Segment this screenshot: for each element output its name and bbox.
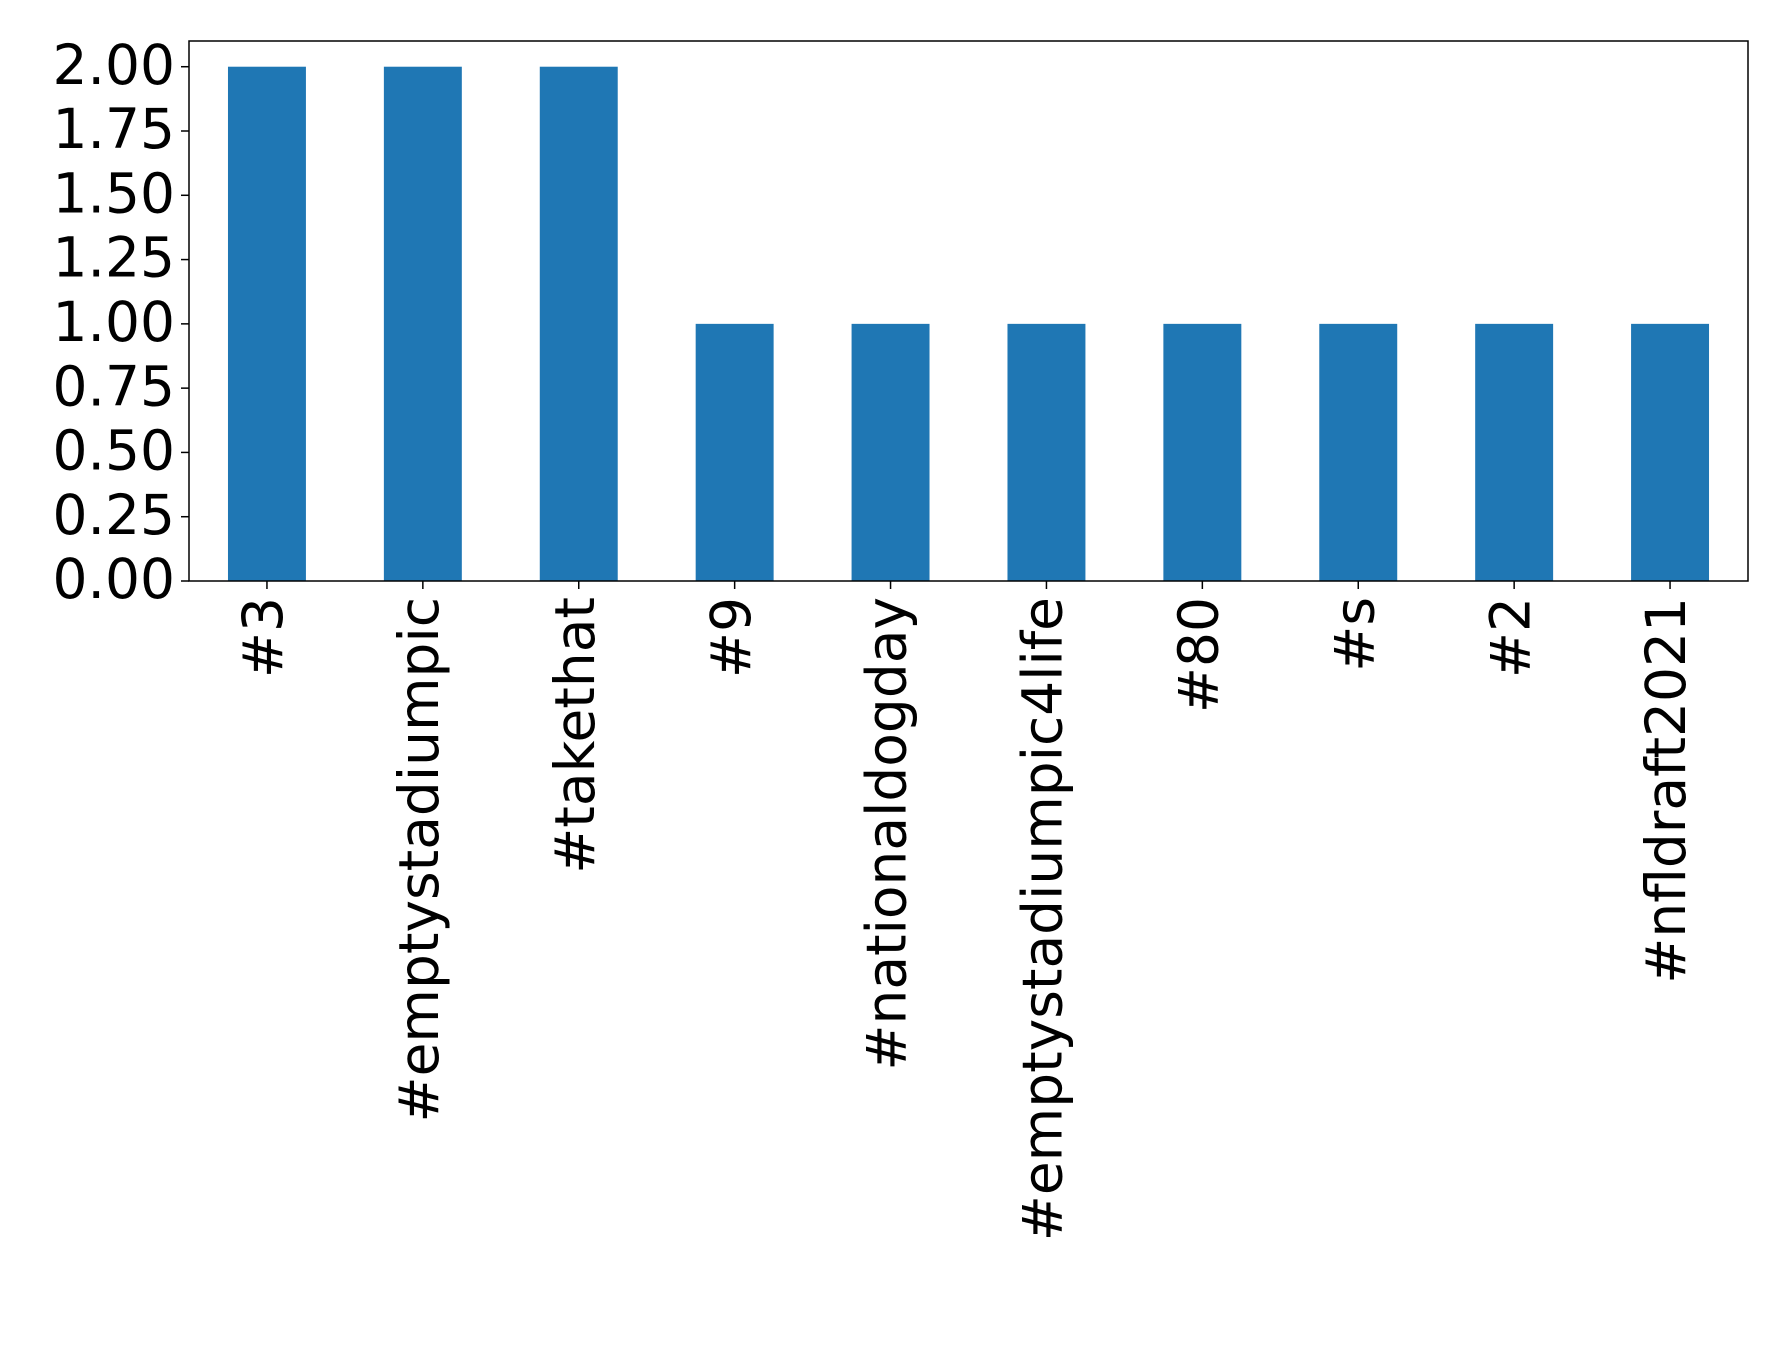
bar <box>1007 323 1086 581</box>
bar <box>695 323 774 581</box>
x-tick-label: #nfldraft2021 <box>1634 597 1698 984</box>
y-tick-label: 1.25 <box>53 226 175 290</box>
y-tick-label: 0.25 <box>53 483 175 547</box>
y-tick-label: 0.75 <box>53 354 175 418</box>
x-tick-label: #2 <box>1478 597 1542 678</box>
bar <box>1631 323 1710 581</box>
x-tick-label: #s <box>1322 597 1386 672</box>
bar <box>539 66 618 581</box>
y-tick-label: 1.50 <box>53 161 175 225</box>
y-tick-label: 2.00 <box>53 33 175 97</box>
y-tick-label: 1.00 <box>53 290 175 354</box>
x-tick-label: #emptystadiumpic4life <box>1011 597 1075 1241</box>
bar <box>227 66 306 581</box>
x-tick-label: #nationaldogday <box>855 597 919 1071</box>
bar <box>1163 323 1242 581</box>
plot-frame <box>188 40 1749 582</box>
x-tick-label: #9 <box>699 597 763 678</box>
x-tick-label: #3 <box>231 597 295 678</box>
bar <box>1319 323 1398 581</box>
bar <box>851 323 930 581</box>
bar <box>383 66 462 581</box>
y-tick-label: 1.75 <box>53 97 175 161</box>
y-tick-label: 0.00 <box>53 547 175 611</box>
bar <box>1475 323 1554 581</box>
y-tick-label: 0.50 <box>53 419 175 483</box>
x-tick-label: #takethat <box>543 597 607 874</box>
x-tick-label: #emptystadiumpic <box>387 597 451 1123</box>
x-tick-label: #80 <box>1166 597 1230 713</box>
